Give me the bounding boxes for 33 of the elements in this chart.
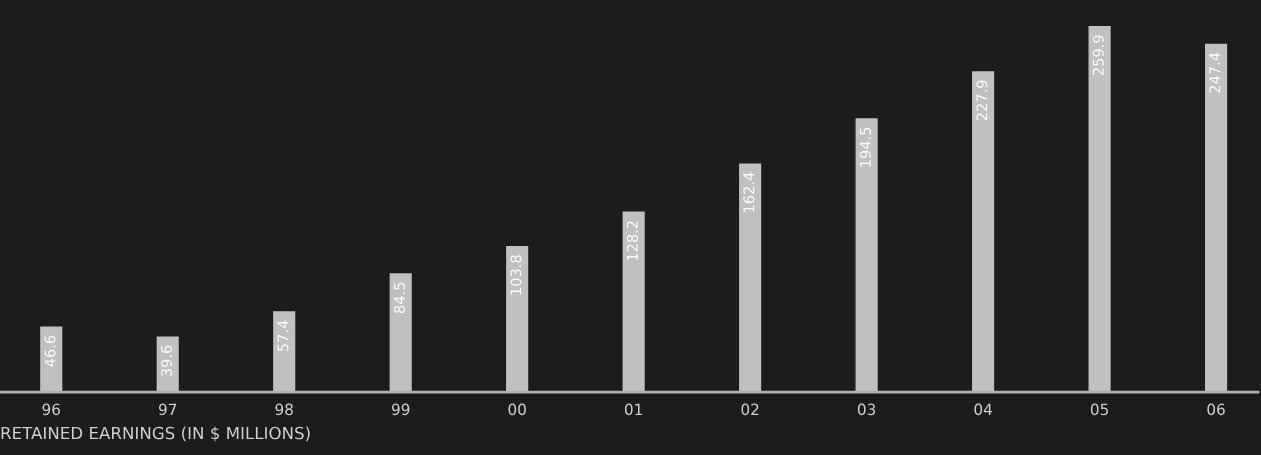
x-tick-label: 98 (275, 403, 293, 416)
x-tick-label: 05 (1090, 403, 1108, 416)
data-label: 162.4 (743, 172, 755, 212)
x-tick-label: 01 (624, 403, 642, 416)
bar (855, 118, 878, 393)
data-label: 194.5 (859, 127, 871, 167)
data-label: 46.6 (44, 335, 56, 367)
data-label: 259.9 (1092, 35, 1104, 76)
bar (389, 273, 412, 393)
x-tick-label: 97 (158, 403, 177, 416)
bar (1205, 43, 1228, 393)
x-axis-title: RETAINED EARNINGS (IN $ MILLIONS) (1, 426, 310, 442)
bar (739, 163, 762, 393)
bar (622, 211, 645, 393)
x-tick-label: 96 (42, 403, 61, 416)
x-tick-label: 00 (508, 403, 526, 416)
x-tick-label: 06 (1207, 403, 1225, 416)
data-label: 39.6 (160, 345, 172, 377)
bar (273, 311, 296, 393)
data-label: 227.9 (976, 80, 988, 121)
bar (972, 71, 995, 393)
data-label: 103.8 (510, 255, 522, 295)
x-tick-label: 02 (741, 403, 759, 416)
x-tick-label: 04 (974, 403, 992, 416)
data-label: 128.2 (626, 221, 638, 261)
x-tick-label: 03 (857, 403, 876, 416)
data-label: 247.4 (1209, 52, 1221, 93)
data-label: 84.5 (393, 282, 405, 313)
bar (40, 326, 63, 393)
data-label: 57.4 (277, 320, 289, 352)
x-tick-label: 99 (391, 403, 410, 416)
bar (506, 245, 529, 393)
bar (1088, 26, 1111, 393)
